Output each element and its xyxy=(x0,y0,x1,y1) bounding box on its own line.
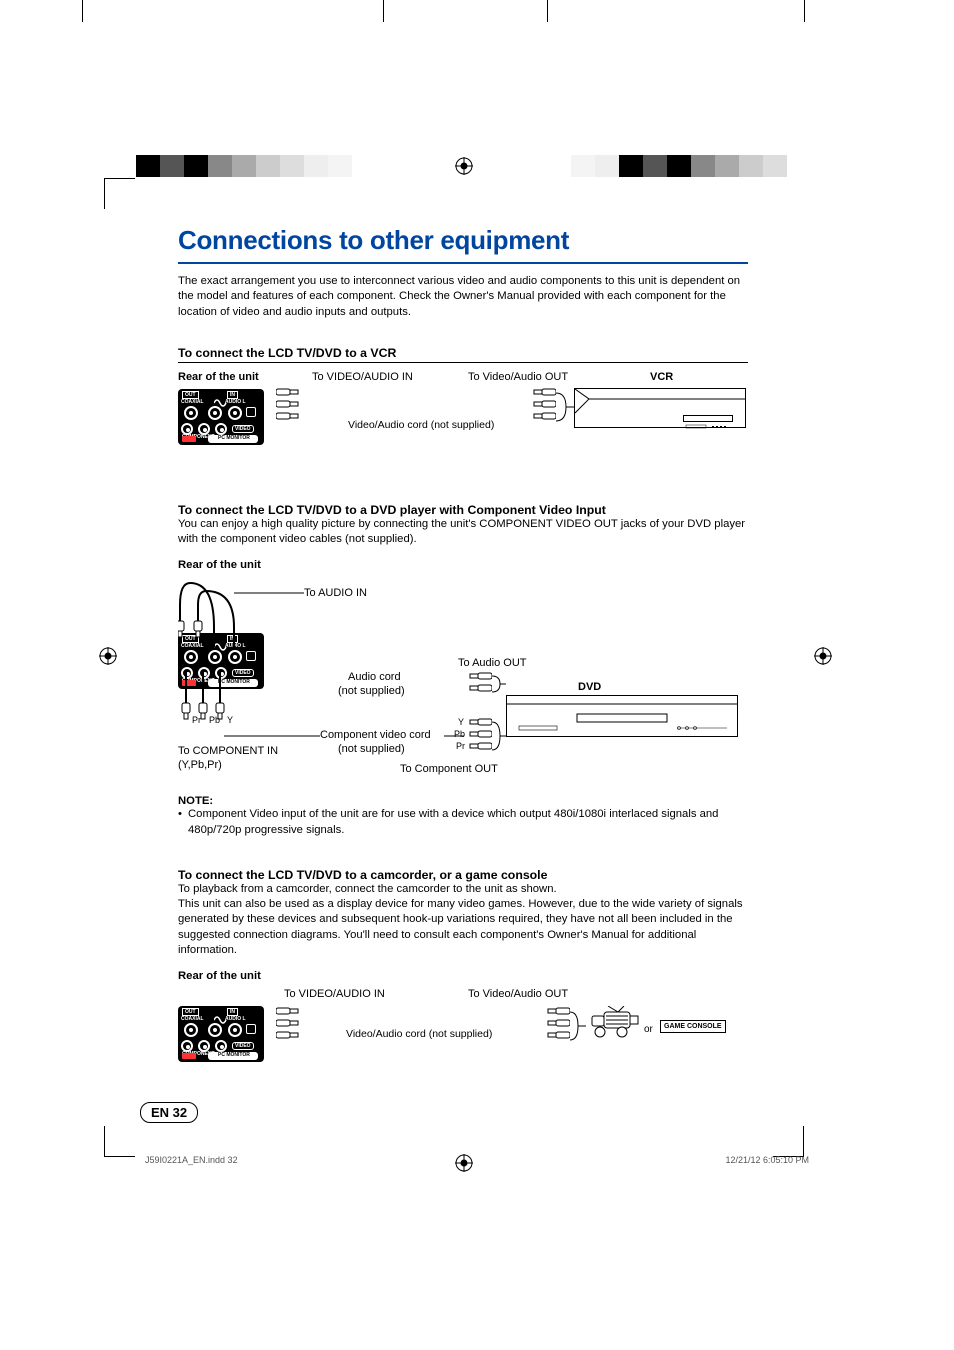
pb-label: Pb xyxy=(209,715,220,725)
y-label: Y xyxy=(227,715,233,725)
note-bullet-text: Component Video input of the unit are fo… xyxy=(188,808,718,835)
audio-out-label: To Audio OUT xyxy=(458,657,526,669)
comp-not-supplied: (not supplied) xyxy=(338,743,405,755)
page: Connections to other equipment The exact… xyxy=(0,0,954,1350)
pr-out: Pr xyxy=(456,741,465,751)
comp-in-label2: (Y,Pb,Pr) xyxy=(178,759,222,771)
colorbar-left-frame xyxy=(82,0,384,22)
colorbar-right xyxy=(547,155,787,177)
game-console-box: GAME CONSOLE xyxy=(660,1020,726,1033)
registration-mark-left xyxy=(99,647,117,665)
audio-r-jack-2 xyxy=(228,650,242,664)
page-title: Connections to other equipment xyxy=(178,225,748,256)
plug-in-1 xyxy=(276,387,300,423)
to-video-audio-in-label: To VIDEO/AUDIO IN xyxy=(312,371,413,383)
y-jack xyxy=(215,423,227,435)
coaxial-jack xyxy=(184,406,198,420)
vcr-device xyxy=(574,388,746,428)
cable-bracket-1 xyxy=(556,389,576,425)
rear-panel-1: OUT IN COAXIAL AUDIO L COMPONENT VIDEO P… xyxy=(178,389,264,445)
plug-in-3 xyxy=(276,1006,300,1042)
section3-diagram: To VIDEO/AUDIO IN To Video/Audio OUT OUT… xyxy=(178,988,748,1084)
to-video-audio-out-label: To Video/Audio OUT xyxy=(468,371,568,383)
note-text: • Component Video input of the unit are … xyxy=(178,807,748,838)
audio-r-jack xyxy=(228,406,242,420)
dvd-device xyxy=(506,695,738,737)
to-in-3: To VIDEO/AUDIO IN xyxy=(284,988,385,1000)
or-label: or xyxy=(644,1024,653,1035)
to-out-3: To Video/Audio OUT xyxy=(468,988,568,1000)
component-cable-drop xyxy=(178,671,258,721)
content-area: Connections to other equipment The exact… xyxy=(178,225,748,1084)
page-number: EN 32 xyxy=(140,1102,198,1123)
colorbar-left xyxy=(136,155,376,177)
section3-rear-label: Rear of the unit xyxy=(178,970,748,982)
rear-panel-3: OUT IN COAXIAL AUDIO L COMPONENT VIDEO P… xyxy=(178,1006,264,1062)
section2-heading: To connect the LCD TV/DVD to a DVD playe… xyxy=(178,503,748,517)
pr-label: Pr xyxy=(192,715,201,725)
video-jack xyxy=(246,407,256,417)
audio-in-label: To AUDIO IN xyxy=(304,587,367,599)
registration-mark-right xyxy=(814,647,832,665)
pb-out: Pb xyxy=(454,729,465,739)
rear-label: Rear of the unit xyxy=(178,371,259,383)
vcr-label: VCR xyxy=(650,371,673,383)
y-out: Y xyxy=(458,717,464,727)
section2-diagram: To AUDIO IN OUT IN COAXIAL AUDIO L COMPO… xyxy=(178,577,748,787)
colorbar-right-frame xyxy=(547,0,805,22)
plug-out-3 xyxy=(546,1006,570,1042)
registration-mark-top xyxy=(455,157,473,175)
coaxial-jack-2 xyxy=(184,650,198,664)
note-heading: NOTE: xyxy=(178,795,748,807)
audio-not-supplied: (not supplied) xyxy=(338,685,405,697)
comp-in-label: To COMPONENT IN xyxy=(178,745,278,757)
audio-plug-out xyxy=(468,671,492,695)
coaxial-jack-3 xyxy=(184,1023,198,1037)
camcorder-icon xyxy=(588,1006,640,1047)
dvd-label: DVD xyxy=(578,681,601,693)
section2-rear-label: Rear of the unit xyxy=(178,559,748,571)
footer-right: 12/21/12 6:05:10 PM xyxy=(725,1155,809,1165)
audio-cable-loop xyxy=(178,577,308,647)
cable-bracket-3 xyxy=(570,1008,586,1044)
section3-desc: To playback from a camcorder, connect th… xyxy=(178,882,748,958)
comp-plug-out xyxy=(468,717,492,753)
video-jack-2 xyxy=(246,651,256,661)
crop-mark-bottom-left xyxy=(104,1126,135,1157)
comp-out-label: To Component OUT xyxy=(400,763,498,775)
audio-l-jack-3 xyxy=(208,1023,222,1037)
audio-bracket xyxy=(492,673,506,695)
audio-l-jack xyxy=(208,406,222,420)
plug-out-1 xyxy=(532,387,556,423)
intro-text: The exact arrangement you use to interco… xyxy=(178,274,748,320)
title-rule xyxy=(178,262,748,264)
footer-left: J59I0221A_EN.indd 32 xyxy=(145,1155,238,1165)
comp-bracket xyxy=(492,719,506,753)
cord-label-3: Video/Audio cord (not supplied) xyxy=(346,1028,492,1040)
registration-mark-bottom xyxy=(455,1154,473,1172)
section1-rule xyxy=(178,362,748,363)
audio-r-jack-3 xyxy=(228,1023,242,1037)
audio-cord-label: Audio cord xyxy=(348,671,401,683)
section3-heading: To connect the LCD TV/DVD to a camcorder… xyxy=(178,868,748,882)
comp-cable-line xyxy=(224,735,464,737)
audio-l-jack-2 xyxy=(208,650,222,664)
crop-mark-bottom-right xyxy=(773,1126,804,1157)
crop-mark-top-left xyxy=(104,178,135,209)
cord-label-1: Video/Audio cord (not supplied) xyxy=(348,419,494,431)
section1-heading: To connect the LCD TV/DVD to a VCR xyxy=(178,346,748,360)
section2-desc: You can enjoy a high quality picture by … xyxy=(178,517,748,548)
video-jack-3 xyxy=(246,1024,256,1034)
y-jack-3 xyxy=(215,1040,227,1052)
section1-diagram: Rear of the unit To VIDEO/AUDIO IN To Vi… xyxy=(178,371,748,459)
vcr-slot xyxy=(683,415,733,422)
